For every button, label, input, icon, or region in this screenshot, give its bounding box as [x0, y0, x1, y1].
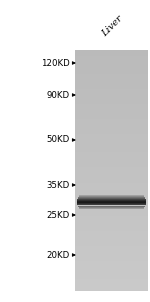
Bar [75, 188, 148, 191]
Bar [75, 237, 148, 240]
Text: 120KD: 120KD [41, 59, 70, 68]
Text: 25KD: 25KD [47, 210, 70, 220]
Bar [75, 119, 148, 122]
Bar [75, 50, 148, 291]
Bar [75, 213, 148, 216]
Bar [75, 174, 148, 177]
Text: 90KD: 90KD [47, 91, 70, 99]
Bar [75, 222, 148, 225]
Bar [75, 146, 148, 149]
Bar [75, 204, 148, 207]
Bar [75, 77, 148, 80]
Bar [75, 95, 148, 98]
Bar [75, 53, 148, 56]
Text: 20KD: 20KD [47, 250, 70, 259]
Bar [75, 168, 148, 171]
Bar [75, 162, 148, 165]
Bar [75, 243, 148, 246]
Bar [75, 182, 148, 185]
Bar [75, 165, 148, 168]
Text: 35KD: 35KD [47, 181, 70, 189]
Bar [75, 80, 148, 83]
Bar [75, 113, 148, 116]
Bar [75, 68, 148, 71]
Bar [75, 107, 148, 110]
Bar [75, 98, 148, 101]
Bar [75, 185, 148, 188]
Bar [75, 225, 148, 228]
Bar [75, 137, 148, 140]
Bar [75, 198, 148, 201]
Text: 50KD: 50KD [47, 136, 70, 144]
Bar [75, 240, 148, 243]
Bar [75, 210, 148, 213]
Bar [75, 255, 148, 258]
Bar [75, 65, 148, 68]
Bar [75, 128, 148, 131]
Bar [75, 122, 148, 125]
Bar [75, 50, 148, 53]
Bar [75, 131, 148, 134]
Text: Liver: Liver [100, 14, 124, 38]
Bar [75, 267, 148, 270]
Bar [75, 156, 148, 159]
Bar [75, 74, 148, 77]
Bar [75, 89, 148, 92]
Bar [75, 194, 148, 198]
Bar [75, 86, 148, 89]
Bar [75, 116, 148, 119]
Bar [75, 110, 148, 113]
Bar [75, 191, 148, 194]
Bar [75, 207, 148, 210]
Bar [75, 143, 148, 146]
Bar [75, 246, 148, 249]
Bar [75, 92, 148, 95]
Bar [75, 134, 148, 137]
Bar [75, 125, 148, 128]
Bar [75, 288, 148, 291]
Bar [75, 279, 148, 282]
Bar [75, 258, 148, 261]
Bar [75, 140, 148, 143]
Bar [75, 83, 148, 86]
Bar [75, 249, 148, 252]
Bar [75, 228, 148, 231]
Bar [75, 159, 148, 162]
Bar [75, 252, 148, 255]
Bar [75, 71, 148, 74]
Bar [75, 261, 148, 264]
Bar [75, 59, 148, 62]
Bar [75, 153, 148, 156]
Bar [75, 101, 148, 104]
Bar [75, 276, 148, 279]
Bar [75, 219, 148, 222]
Bar [75, 270, 148, 273]
Bar [75, 273, 148, 276]
Bar [75, 104, 148, 107]
Bar [75, 56, 148, 59]
Bar [75, 282, 148, 285]
Bar [75, 234, 148, 237]
Bar [75, 62, 148, 65]
Bar [75, 149, 148, 153]
Bar [75, 285, 148, 288]
Bar [75, 231, 148, 234]
Bar [75, 264, 148, 267]
Bar [75, 179, 148, 182]
Bar [75, 216, 148, 219]
Bar [75, 201, 148, 204]
Bar [75, 171, 148, 174]
Bar [75, 177, 148, 179]
